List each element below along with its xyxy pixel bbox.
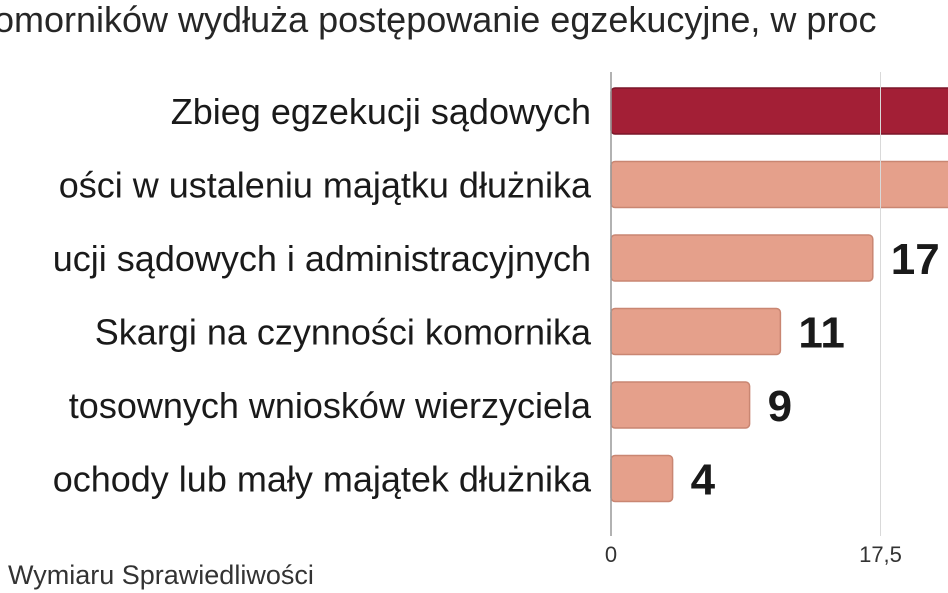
value-labels: 17 119 4 — [691, 235, 940, 505]
x-tick-label-0: 0 — [605, 542, 617, 567]
source-note: Wymiaru Sprawiedliwości — [8, 560, 314, 590]
bar-4 — [610, 381, 751, 429]
category-label-1: ości w ustaleniu majątku dłużnika — [59, 165, 592, 206]
bar-1 — [610, 160, 948, 209]
value-label-4: 9 — [768, 382, 792, 431]
x-axis: 0 17,5 — [605, 72, 902, 567]
category-labels: Zbieg egzekucji sądowych ości w ustaleniu… — [53, 91, 592, 500]
x-tick-label-1: 17,5 — [859, 542, 902, 567]
value-label-5: 4 — [691, 456, 716, 505]
value-label-3: 11 — [798, 309, 845, 358]
value-label-2: 17 — [891, 235, 940, 284]
category-label-5: ochody lub mały majątek dłużnika — [53, 459, 592, 500]
bar-5 — [610, 454, 674, 503]
category-label-3: Skargi na czynności komornika — [95, 312, 592, 353]
category-label-4: tosownych wniosków wierzyciela — [69, 385, 592, 426]
bar-0 — [610, 87, 948, 135]
chart-title: omorników wydłuża postępowanie egzekucyj… — [0, 0, 877, 40]
bar-2 — [610, 234, 874, 282]
bars-group — [610, 87, 948, 503]
category-label-2: ucji sądowych i administracyjnych — [53, 238, 591, 279]
category-label-0: Zbieg egzekucji sądowych — [171, 91, 591, 132]
bar-3 — [610, 307, 782, 356]
